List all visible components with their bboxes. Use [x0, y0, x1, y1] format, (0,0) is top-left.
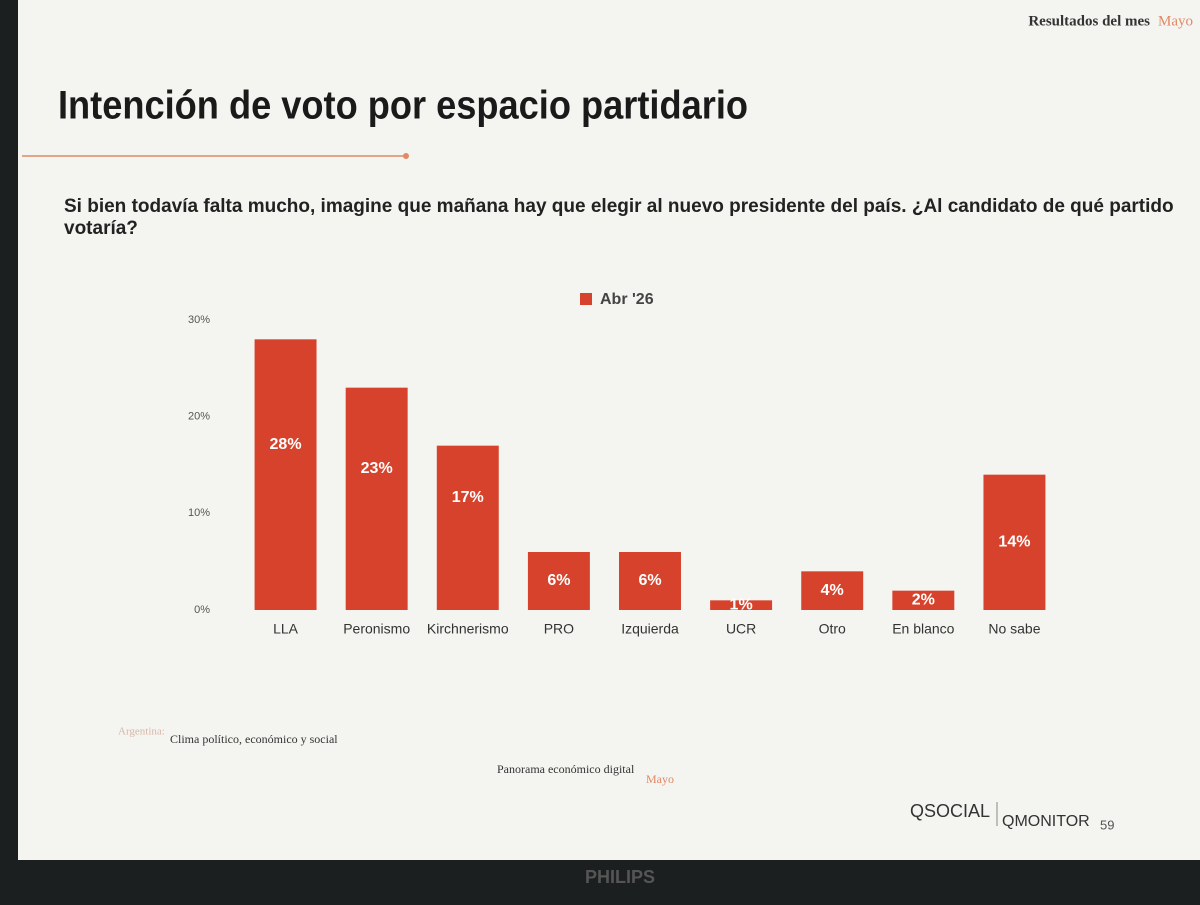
- bar: [619, 552, 681, 610]
- bar: [801, 571, 864, 610]
- x-tick-label: Otro: [819, 621, 846, 637]
- bar: [527, 552, 590, 610]
- x-tick-label: UCR: [726, 621, 756, 637]
- subtitle-box: Si bien todavía falta mucho, imagine que…: [64, 196, 1174, 239]
- header-month: Mayo: [1158, 13, 1193, 29]
- bar: [254, 339, 317, 610]
- value-label: 17%: [452, 489, 484, 506]
- bar: [436, 445, 499, 610]
- title-rule-dot: [403, 153, 409, 159]
- legend-label: Abr '26: [600, 291, 654, 308]
- chart: 0% 10% 20% 30% Abr '26 LLA 28% Peronismo 23% Kirc…: [188, 291, 1046, 637]
- x-tick-label: No sabe: [988, 621, 1040, 637]
- bar: [892, 590, 955, 610]
- page-number: 59: [1100, 817, 1114, 832]
- y-tick-label: 20%: [188, 411, 210, 423]
- header-section: Resultados del mes: [1028, 13, 1150, 29]
- footer-country: Argentina:: [118, 726, 165, 738]
- chart-subtitle: Si bien todavía falta mucho, imagine que…: [64, 196, 1174, 239]
- legend-swatch: [580, 293, 592, 305]
- value-label: 28%: [270, 436, 302, 453]
- x-tick-label: Kirchnerismo: [427, 621, 509, 637]
- footer-publication: Panorama económico digital: [497, 762, 635, 776]
- x-tick-label: LLA: [273, 621, 299, 637]
- brand-social: QSOCIAL: [910, 801, 990, 821]
- footer-report: Clima político, económico y social: [170, 732, 338, 746]
- x-tick-label: Peronismo: [343, 621, 410, 637]
- value-label: 2%: [912, 592, 935, 609]
- bar: [710, 600, 773, 610]
- value-label: 23%: [361, 460, 393, 477]
- chart-title: Intención de voto por espacio partidario: [58, 84, 748, 128]
- x-tick-label: En blanco: [892, 621, 954, 637]
- bar: [345, 387, 408, 610]
- y-tick-label: 0%: [194, 604, 210, 616]
- y-tick-label: 10%: [188, 507, 210, 519]
- footer-month: Mayo: [646, 772, 674, 786]
- slide: [18, 0, 1200, 860]
- bar: [983, 474, 1046, 610]
- value-label: 4%: [821, 582, 844, 599]
- x-tick-label: Izquierda: [621, 621, 679, 637]
- brand-monitor: QMONITOR: [1002, 813, 1090, 830]
- value-label: 6%: [547, 572, 570, 589]
- y-tick-label: 30%: [188, 314, 210, 326]
- value-label: 6%: [638, 572, 661, 589]
- value-label: 1%: [730, 596, 753, 613]
- x-tick-label: PRO: [544, 621, 574, 637]
- value-label: 14%: [998, 534, 1030, 551]
- monitor-brand: PHILIPS: [585, 867, 655, 887]
